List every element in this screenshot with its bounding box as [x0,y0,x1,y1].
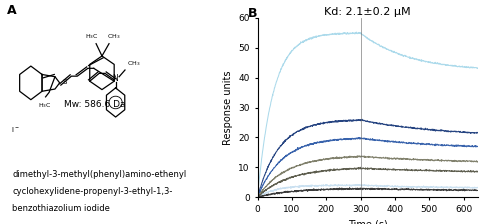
Text: S: S [62,79,67,85]
Text: Mw: 586.6 Da: Mw: 586.6 Da [64,100,125,109]
Text: $\mathregular{H_3C}$: $\mathregular{H_3C}$ [84,32,98,41]
Text: N: N [112,74,118,84]
Text: $\mathregular{CH_3}$: $\mathregular{CH_3}$ [127,59,140,68]
Text: cyclohexylidene-propenyl-3-ethyl-1,3-: cyclohexylidene-propenyl-3-ethyl-1,3- [12,187,172,196]
Text: B: B [248,7,257,20]
Text: benzothiazolium iodide: benzothiazolium iodide [12,204,110,213]
Text: dimethyl-3-methyl(phenyl)amino-ethenyl: dimethyl-3-methyl(phenyl)amino-ethenyl [12,170,186,179]
Text: $\mathregular{CH_3}$: $\mathregular{CH_3}$ [107,32,120,41]
Text: A: A [8,4,17,17]
Text: $\mathregular{I^-}$: $\mathregular{I^-}$ [12,125,20,134]
X-axis label: Time (s): Time (s) [348,219,388,224]
Y-axis label: Response units: Response units [223,70,233,145]
Legend: 7.8 nM, 15.6 nM, 31.25 nM, 62.5 nM, 125 nM, 250 nM, 500 nM: 7.8 nM, 15.6 nM, 31.25 nM, 62.5 nM, 125 … [498,58,500,140]
Text: $\mathregular{H_3C}$: $\mathregular{H_3C}$ [38,101,51,110]
Title: Kd: 2.1±0.2 μM: Kd: 2.1±0.2 μM [324,7,411,17]
